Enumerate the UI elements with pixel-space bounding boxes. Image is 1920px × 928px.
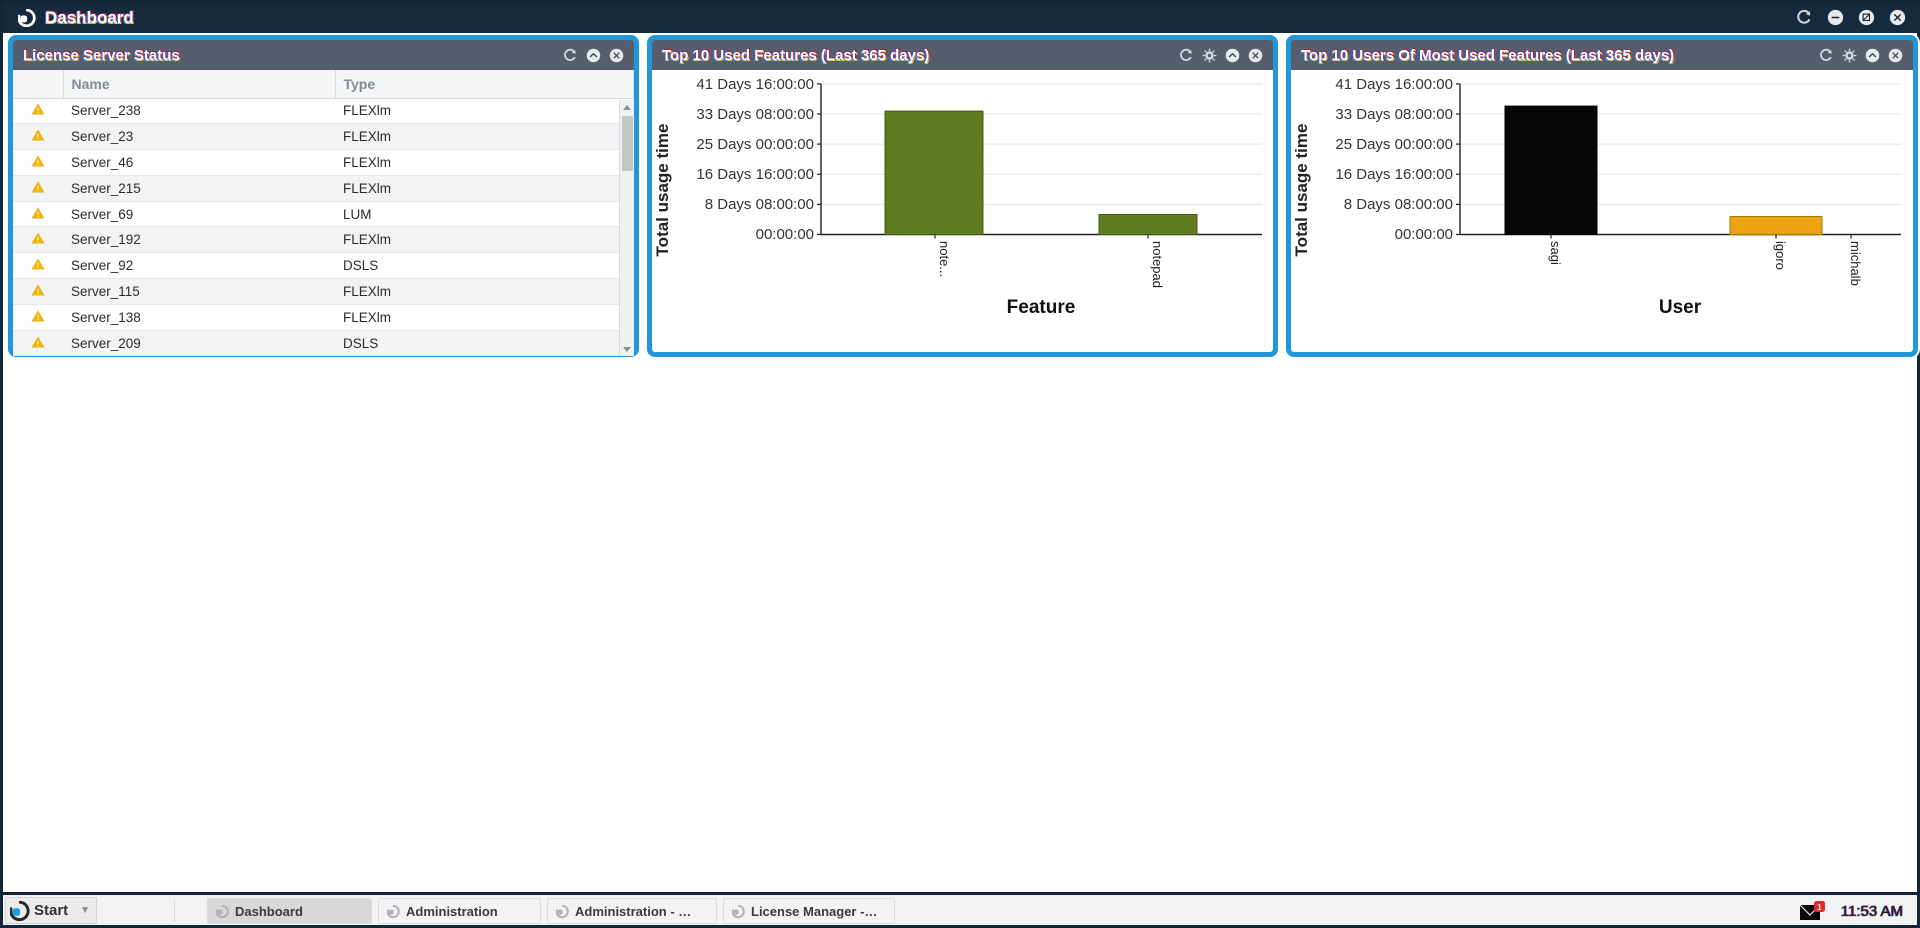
svg-text:00:00:00: 00:00:00 (1395, 226, 1453, 243)
svg-text:notepad: notepad (1150, 241, 1165, 288)
svg-text:note...: note... (937, 241, 952, 277)
svg-text:1: 1 (1817, 903, 1822, 912)
svg-text:33 Days 08:00:00: 33 Days 08:00:00 (696, 106, 814, 123)
svg-text:25 Days 00:00:00: 25 Days 00:00:00 (1335, 136, 1453, 153)
svg-text:41 Days 16:00:00: 41 Days 16:00:00 (1335, 76, 1453, 93)
svg-text:00:00:00: 00:00:00 (756, 226, 814, 243)
svg-text:michalb: michalb (1848, 241, 1863, 286)
svg-text:25 Days 00:00:00: 25 Days 00:00:00 (696, 136, 814, 153)
svg-text:16 Days 16:00:00: 16 Days 16:00:00 (696, 166, 814, 183)
svg-text:sagi: sagi (1548, 241, 1563, 265)
svg-text:User: User (1659, 297, 1702, 318)
svg-text:igoro: igoro (1773, 241, 1788, 270)
svg-text:16 Days 16:00:00: 16 Days 16:00:00 (1335, 166, 1453, 183)
svg-text:33 Days 08:00:00: 33 Days 08:00:00 (1335, 106, 1453, 123)
svg-text:8 Days 08:00:00: 8 Days 08:00:00 (705, 196, 814, 213)
svg-text:Total usage time: Total usage time (1292, 124, 1311, 257)
svg-text:8 Days 08:00:00: 8 Days 08:00:00 (1344, 196, 1453, 213)
svg-text:Feature: Feature (1007, 297, 1076, 318)
svg-text:Total usage time: Total usage time (653, 124, 672, 257)
svg-text:41 Days 16:00:00: 41 Days 16:00:00 (696, 76, 814, 93)
